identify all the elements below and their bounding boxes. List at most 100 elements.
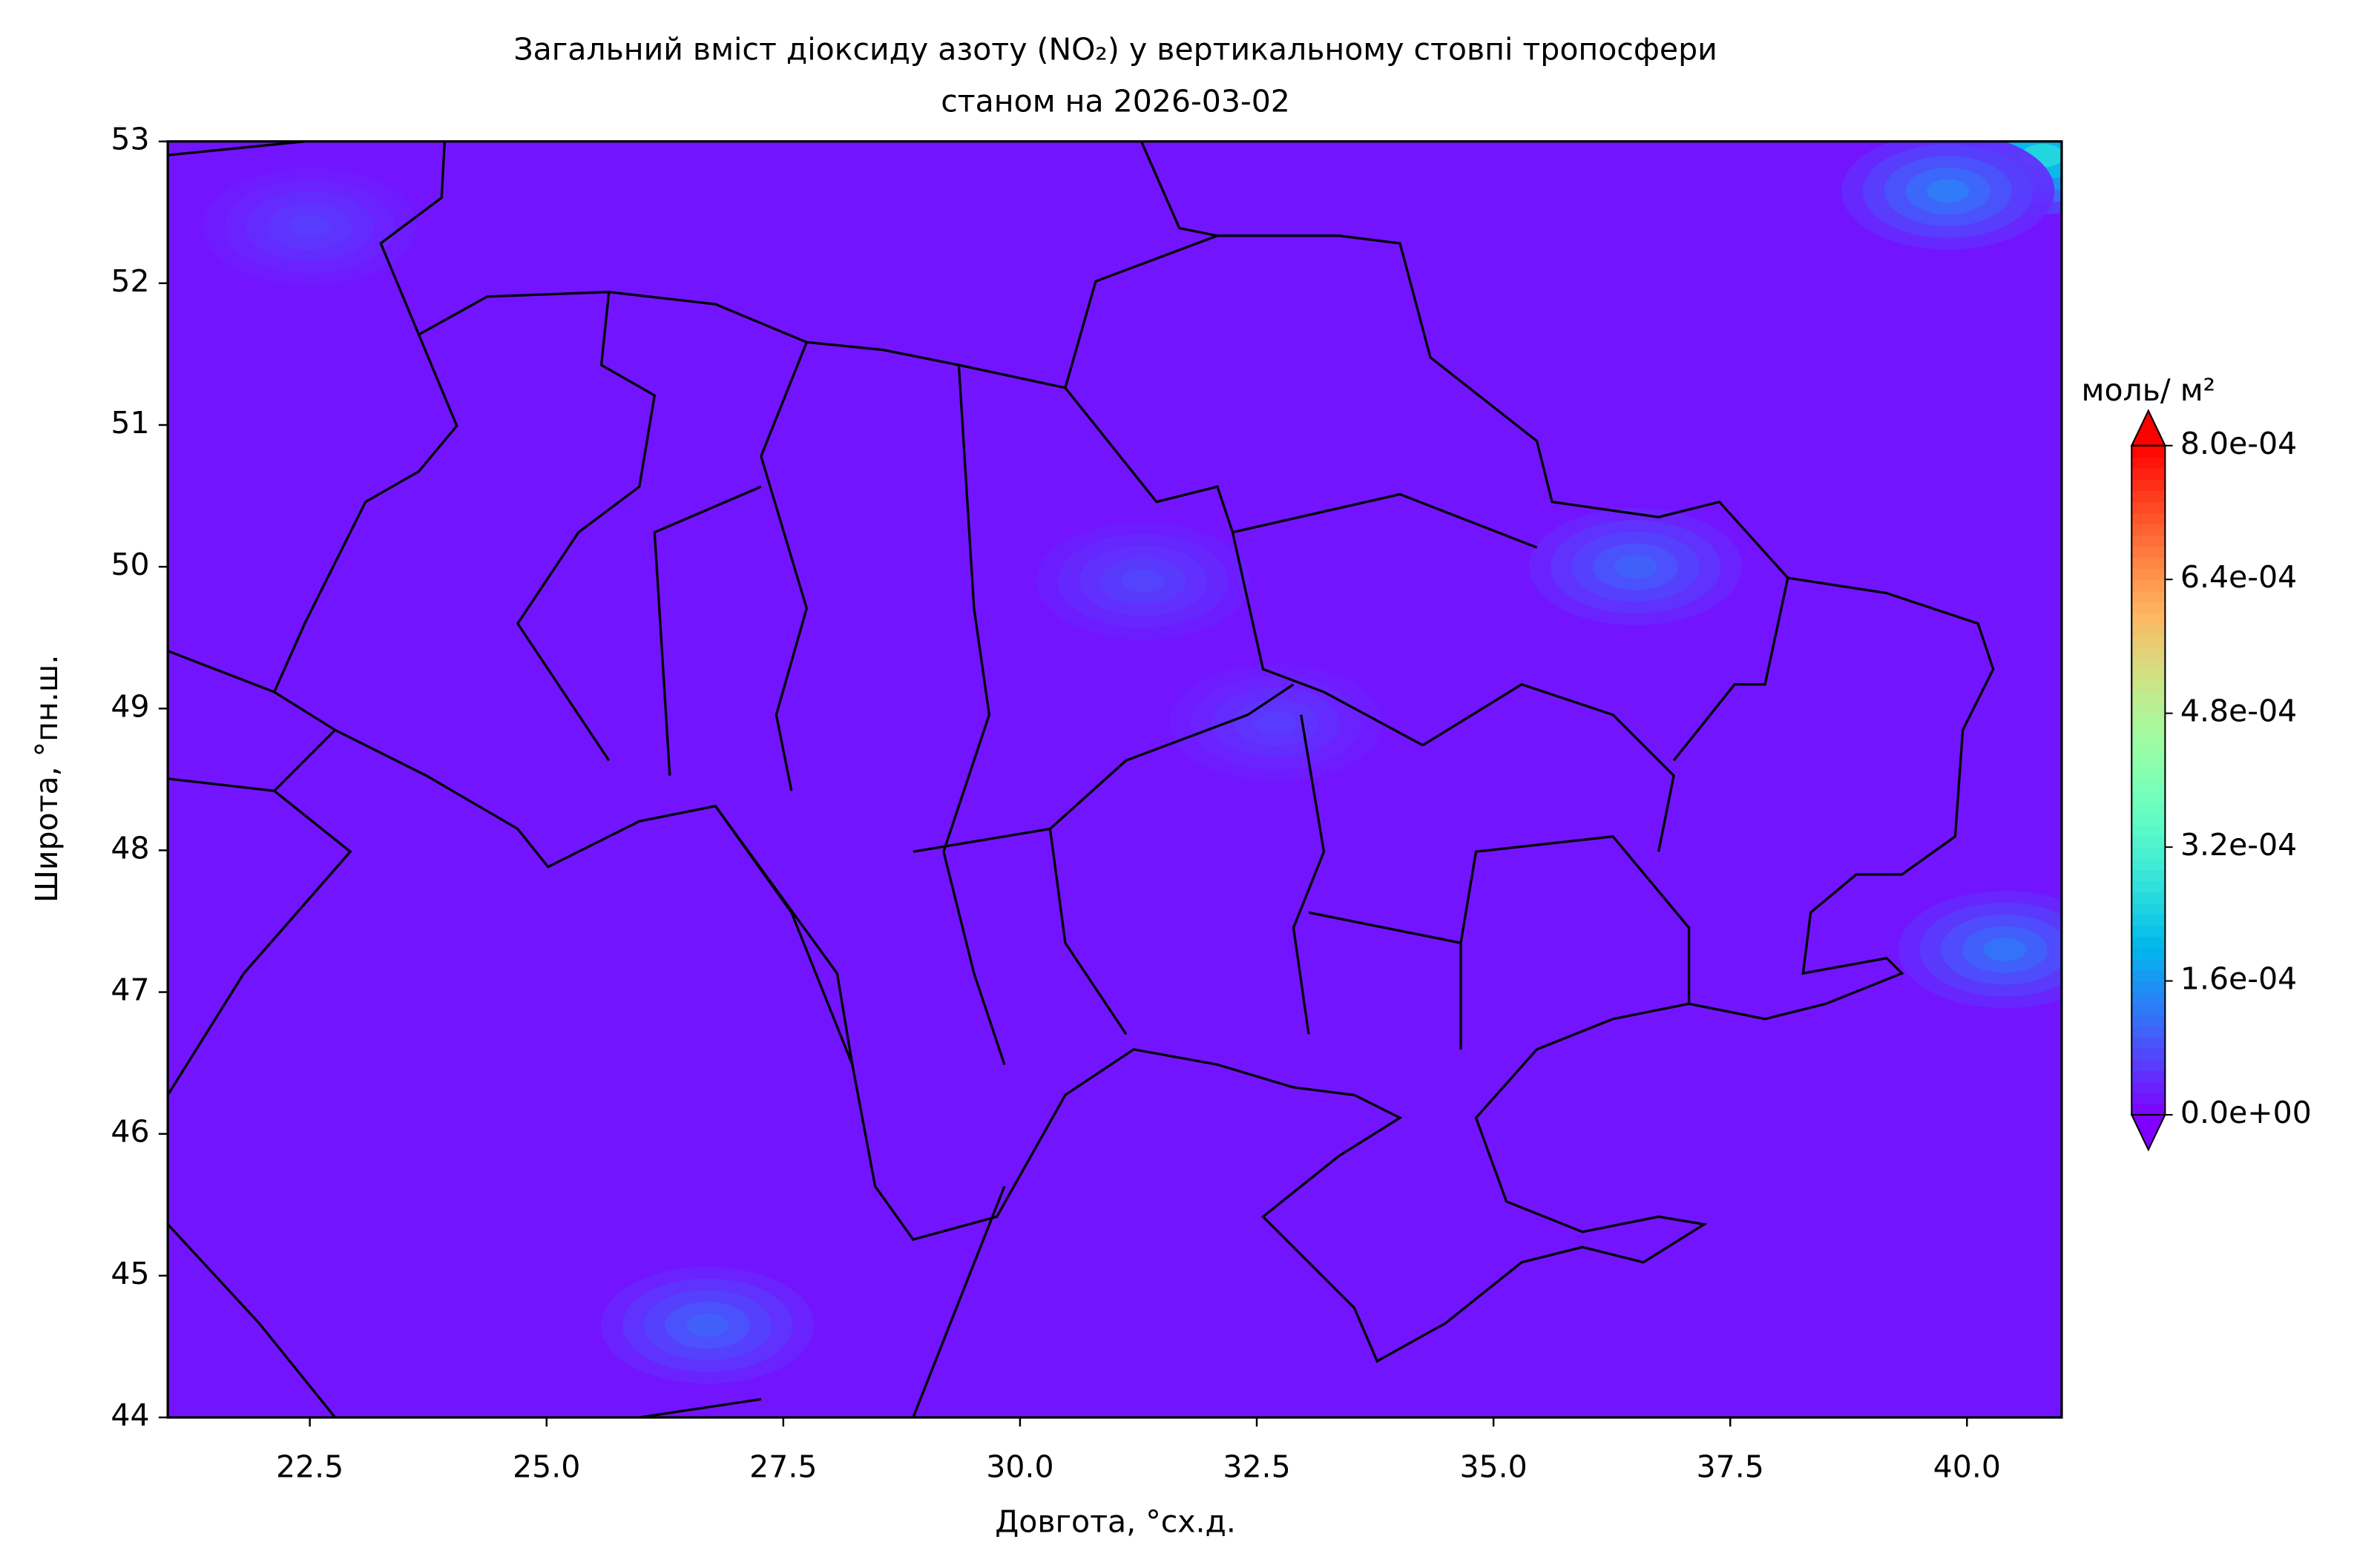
colorbar-segment: [2131, 602, 2166, 614]
colorbar-segment: [2131, 467, 2166, 480]
neighbor-border: [168, 141, 1218, 1418]
colorbar-segment: [2131, 657, 2166, 670]
colorbar-segment: [2131, 512, 2166, 525]
hotspot: [1614, 555, 1657, 579]
colorbar-segment: [2131, 445, 2166, 458]
y-tick-label: 46: [111, 1114, 149, 1150]
colorbar-segment: [2131, 713, 2166, 725]
hotspot: [1254, 711, 1298, 735]
colorbar-segment: [2131, 724, 2166, 737]
colorbar-segment: [2131, 1036, 2166, 1049]
y-tick-label: 47: [111, 972, 149, 1008]
colorbar-tick-label: 6.4e-04: [2180, 559, 2297, 595]
colorbar-tick-label: 1.6e-04: [2180, 961, 2297, 997]
colorbar-segment: [2131, 981, 2166, 993]
plot-frame: [166, 140, 2063, 1419]
colorbar-segment: [2131, 1014, 2166, 1027]
colorbar-segment: [2131, 735, 2166, 748]
colorbar-segment: [2131, 791, 2166, 803]
colorbar-segment: [2131, 679, 2166, 692]
colorbar-segment: [2131, 1103, 2166, 1116]
colorbar-segment: [2131, 1092, 2166, 1104]
colorbar-segment: [2131, 702, 2166, 714]
colorbar-segment: [2131, 613, 2166, 625]
colorbar-extend-max: [2130, 409, 2167, 447]
colorbar-segment: [2131, 969, 2166, 982]
colorbar-segment: [2131, 858, 2166, 871]
field-background: [168, 141, 2062, 1418]
colorbar-segment: [2131, 813, 2166, 826]
oblast-borders: [516, 291, 1789, 1065]
colorbar-segment: [2131, 490, 2166, 502]
hotspot: [1983, 938, 2027, 962]
hotspot: [686, 1313, 729, 1337]
colorbar-segment: [2131, 746, 2166, 759]
colorbar-segment: [2131, 768, 2166, 781]
y-tick-label: 44: [111, 1397, 149, 1433]
x-tick-label: 32.5: [1223, 1449, 1290, 1485]
colorbar-segment: [2131, 869, 2166, 882]
colorbar-tick-label: 4.8e-04: [2180, 694, 2297, 729]
y-tick-label: 48: [111, 830, 149, 866]
colorbar-segment: [2131, 958, 2166, 971]
x-tick-label: 40.0: [1933, 1449, 2001, 1485]
colorbar-extend-min: [2130, 1113, 2167, 1152]
colorbar-tick-label: 0.0e+00: [2180, 1095, 2312, 1130]
colorbar-segment: [2131, 880, 2166, 893]
hotspot: [288, 214, 332, 239]
colorbar-segment: [2131, 1025, 2166, 1038]
colorbar-frame: [2131, 444, 2166, 1116]
ukraine-border: [272, 234, 1995, 1363]
colorbar-segment: [2131, 646, 2166, 659]
colorbar-segment: [2131, 478, 2166, 491]
colorbar-segment: [2131, 1047, 2166, 1060]
colorbar-segment: [2131, 691, 2166, 703]
hotspot: [1927, 179, 1970, 203]
colorbar-segment: [2131, 1003, 2166, 1015]
colorbar-segment: [2131, 568, 2166, 581]
colorbar-segment: [2131, 579, 2166, 592]
colorbar-segment: [2131, 757, 2166, 770]
colorbar-segment: [2131, 936, 2166, 949]
x-axis-label: Довгота, °сх.д.: [995, 1504, 1236, 1540]
y-axis-label: Широта, °пн.ш.: [29, 655, 65, 903]
field: [168, 141, 2062, 1418]
colorbar-segment: [2131, 535, 2166, 547]
colorbar-segment: [2131, 624, 2166, 636]
colorbar-segment: [2131, 802, 2166, 815]
colorbar-tick-label: 3.2e-04: [2180, 827, 2297, 863]
colorbar-label: моль/ м²: [2082, 372, 2216, 408]
colorbar-segment: [2131, 947, 2166, 960]
chart-title: Загальний вміст діоксиду азоту (NO₂) у в…: [513, 32, 1717, 67]
colorbar-segment: [2131, 590, 2166, 603]
colorbar-segment: [2131, 992, 2166, 1004]
colorbar-segment: [2131, 903, 2166, 915]
colorbar-segment: [2131, 557, 2166, 570]
y-tick-label: 49: [111, 688, 149, 724]
colorbar-segment: [2131, 1058, 2166, 1071]
colorbar-segment: [2131, 892, 2166, 904]
colorbar-segment: [2131, 1070, 2166, 1082]
x-tick-label: 30.0: [986, 1449, 1053, 1485]
colorbar-segment: [2131, 836, 2166, 849]
colorbar-segment: [2131, 780, 2166, 792]
colorbar-segment: [2131, 456, 2166, 469]
borders: [168, 141, 1995, 1418]
colorbar-segment: [2131, 914, 2166, 926]
colorbar-segment: [2131, 925, 2166, 938]
colorbar-segment: [2131, 635, 2166, 648]
colorbar-segment: [2131, 825, 2166, 837]
hotspot: [1122, 569, 1165, 593]
colorbar-segment: [2131, 1081, 2166, 1093]
x-tick-label: 25.0: [513, 1449, 580, 1485]
y-tick-label: 45: [111, 1256, 149, 1291]
y-tick-label: 52: [111, 263, 149, 299]
colorbar-segment: [2131, 847, 2166, 860]
x-tick-label: 37.5: [1697, 1449, 1764, 1485]
colorbar-segment: [2131, 501, 2166, 514]
colorbar-segment: [2131, 546, 2166, 559]
chart-subtitle: станом на 2026-03-02: [941, 83, 1290, 119]
x-tick-label: 35.0: [1459, 1449, 1527, 1485]
y-tick-label: 53: [111, 122, 149, 157]
y-tick-label: 51: [111, 405, 149, 441]
